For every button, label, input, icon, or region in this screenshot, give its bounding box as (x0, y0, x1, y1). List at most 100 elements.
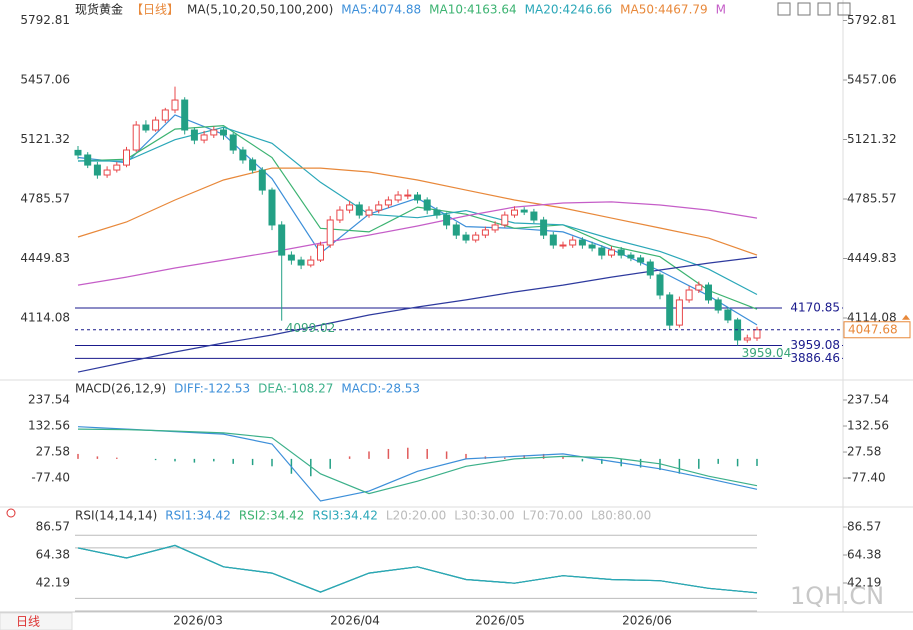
candle-body (627, 254, 635, 259)
candle-body (190, 129, 198, 141)
y-tick-label-right: 86.57 (847, 520, 881, 534)
candle-body (705, 284, 712, 301)
candle-body (753, 329, 761, 339)
candle-body (229, 134, 237, 151)
tool-icon[interactable] (797, 2, 811, 16)
candle-body (171, 99, 179, 111)
candle-body (258, 169, 266, 191)
tool-icon[interactable] (777, 2, 791, 16)
header-text: RSI1:34.42 (165, 509, 231, 523)
y-tick-label: 27.58 (36, 445, 70, 459)
candle-body (220, 129, 227, 136)
candle-body (74, 149, 82, 156)
candle-body (297, 259, 305, 266)
y-tick-label: 42.19 (36, 576, 70, 590)
header-text: L30:30.00 (454, 509, 514, 523)
indicator-line (77, 428, 758, 495)
candle-body (346, 204, 354, 211)
candle-body (326, 219, 334, 246)
y-tick-label: 237.54 (28, 392, 70, 406)
candle-body (695, 284, 703, 291)
candle-body (714, 299, 722, 311)
level-label: 4170.85 (790, 300, 840, 314)
period-button[interactable] (0, 612, 73, 630)
candle-body (598, 247, 606, 256)
y-tick-label: 86.57 (36, 520, 70, 534)
y-tick-label: 132.56 (28, 419, 70, 433)
candle-body (569, 239, 577, 246)
candle-body (375, 204, 383, 211)
y-tick-label-right: 132.56 (847, 419, 889, 433)
y-tick-label: 5457.06 (20, 73, 70, 87)
candle-body (84, 154, 92, 166)
x-tick-label: 2026/04 (330, 614, 380, 628)
tool-icon[interactable] (837, 2, 851, 16)
x-tick-label: 2026/06 (622, 614, 672, 628)
y-tick-label-right: 5121.32 (847, 132, 897, 146)
candle-body (472, 234, 480, 241)
candle-body (530, 211, 538, 221)
period-button-label[interactable]: 日线 (16, 615, 40, 629)
candle-body (93, 164, 101, 176)
level-label: 3959.08 (790, 338, 840, 352)
candle-body (511, 209, 518, 216)
candle-body (685, 289, 693, 301)
header-text: MACD(26,12,9) (75, 382, 166, 396)
candle-body (384, 199, 392, 206)
level-label-bg (782, 351, 842, 365)
candle-body (578, 239, 586, 246)
header-text: L70:70.00 (523, 509, 583, 523)
y-tick-label-right: 237.54 (847, 392, 889, 406)
y-tick-label: 5792.81 (20, 13, 70, 27)
header-text: MA20:4246.66 (525, 3, 613, 17)
candle-body (152, 119, 160, 131)
candle-body (249, 159, 257, 171)
header-text: MA(5,10,20,50,100,200) (187, 3, 333, 17)
candle-body (617, 249, 625, 256)
y-tick-label-right: 5792.81 (847, 13, 897, 27)
level-label-bg (782, 338, 842, 352)
candle-body (666, 294, 674, 326)
header-text: M (716, 3, 726, 17)
candle-body (443, 214, 451, 226)
watermark: 1QH.CN (790, 582, 884, 610)
y-tick-label-right: -77.40 (847, 471, 886, 485)
candle-body (355, 204, 363, 216)
candle-body (452, 224, 460, 236)
candle-body (317, 244, 324, 261)
candle-body (161, 109, 169, 121)
current-price-box (843, 321, 911, 339)
settings-icon[interactable] (6, 508, 16, 518)
candle-body (501, 214, 509, 226)
candle-body (491, 224, 499, 231)
level-label-bg (782, 300, 842, 314)
current-price-label: 4047.68 (848, 322, 898, 336)
header-text: RSI(14,14,14) (75, 509, 157, 523)
y-tick-label: 4114.08 (20, 311, 70, 325)
candle-body (404, 194, 412, 197)
header-text: L20:20.00 (386, 509, 446, 523)
candle-body (142, 124, 150, 131)
low-label: 4099.02 (286, 321, 336, 335)
level-label: 3886.46 (790, 351, 840, 365)
candle-body (608, 249, 615, 256)
y-tick-label-right: 4449.83 (847, 251, 897, 265)
y-tick-label-right: 4785.57 (847, 192, 897, 206)
tool-icon[interactable] (817, 2, 831, 16)
low-label: 3959.04 (742, 346, 792, 360)
indicator-line (77, 201, 758, 286)
x-tick-label: 2026/03 (173, 614, 223, 628)
candle-body (278, 224, 286, 256)
candle-body (423, 199, 431, 211)
candle-body (549, 234, 557, 246)
candle-body (656, 274, 664, 296)
header-text: RSI2:34.42 (239, 509, 305, 523)
candle-body (123, 149, 130, 166)
header-text: L80:80.00 (591, 509, 651, 523)
header-text: MA5:4074.88 (341, 3, 421, 17)
indicator-line (77, 124, 758, 310)
candle-body (287, 254, 295, 261)
candle-body (103, 169, 111, 176)
candle-body (588, 244, 596, 249)
candle-body (268, 189, 276, 226)
